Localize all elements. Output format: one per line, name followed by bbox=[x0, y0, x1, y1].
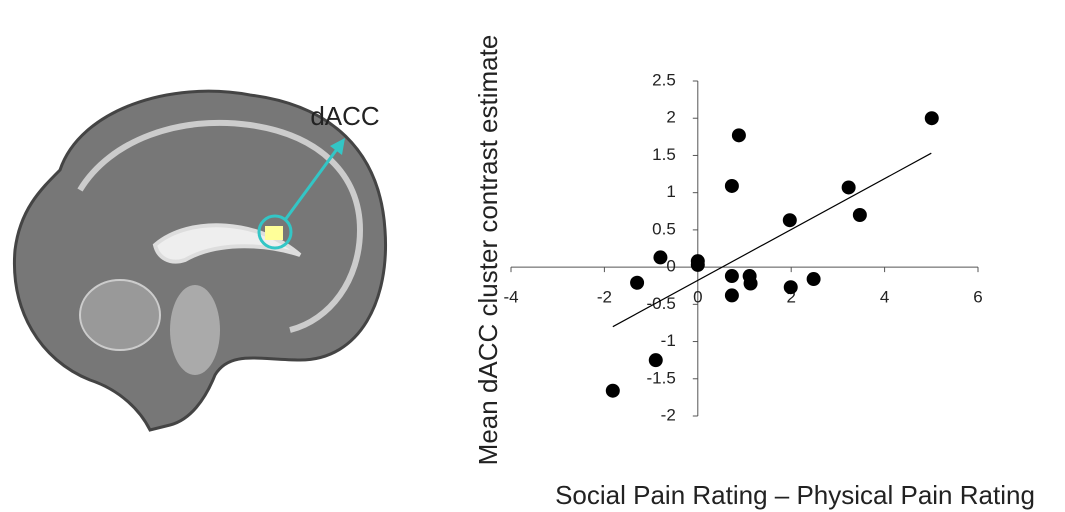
point bbox=[783, 280, 798, 295]
point bbox=[724, 178, 739, 193]
y-tick-label: 2 bbox=[666, 108, 675, 127]
y-tick-label: -2 bbox=[661, 405, 676, 424]
x-tick-label: -2 bbox=[597, 288, 612, 307]
point bbox=[653, 250, 668, 265]
point bbox=[648, 353, 663, 368]
x-tick-label: 0 bbox=[693, 288, 702, 307]
point bbox=[806, 272, 821, 287]
point bbox=[924, 111, 939, 126]
point bbox=[731, 128, 746, 143]
x-axis-label: Social Pain Rating – Physical Pain Ratin… bbox=[555, 480, 1035, 510]
y-tick-label: -0.5 bbox=[647, 294, 676, 313]
point bbox=[690, 257, 705, 272]
point bbox=[724, 288, 739, 303]
y-tick-label: 0 bbox=[666, 257, 675, 276]
pointer-arrow bbox=[283, 144, 342, 221]
y-tick-label: 1 bbox=[666, 182, 675, 201]
y-tick-label: 0.5 bbox=[652, 219, 676, 238]
arrow-head bbox=[330, 138, 345, 155]
activation bbox=[265, 226, 283, 240]
point bbox=[630, 275, 645, 290]
y-axis-label: Mean dACC cluster contrast estimate bbox=[473, 35, 503, 466]
region-label: dACC bbox=[310, 101, 379, 131]
brain-image: dACC bbox=[12, 89, 388, 432]
y-tick-label: 1.5 bbox=[652, 145, 676, 164]
x-tick-label: -4 bbox=[503, 288, 518, 307]
y-tick-label: 2.5 bbox=[652, 70, 676, 89]
point bbox=[852, 208, 867, 222]
roi-circle bbox=[257, 214, 293, 250]
cerebellum bbox=[79, 279, 161, 351]
point bbox=[782, 213, 797, 228]
x-tick-label: 6 bbox=[973, 288, 982, 307]
point bbox=[724, 269, 739, 284]
trendline bbox=[612, 152, 932, 328]
y-tick-label: -1.5 bbox=[647, 368, 676, 387]
brain-outline bbox=[12, 89, 388, 432]
brain-gyrus bbox=[77, 119, 364, 333]
x-tick-label: 4 bbox=[880, 288, 889, 307]
y-tick-label: -1 bbox=[661, 331, 676, 350]
point bbox=[841, 180, 856, 195]
point bbox=[605, 383, 620, 398]
brainstem bbox=[170, 285, 220, 375]
x-tick-label: 2 bbox=[786, 288, 795, 307]
point bbox=[743, 276, 758, 291]
